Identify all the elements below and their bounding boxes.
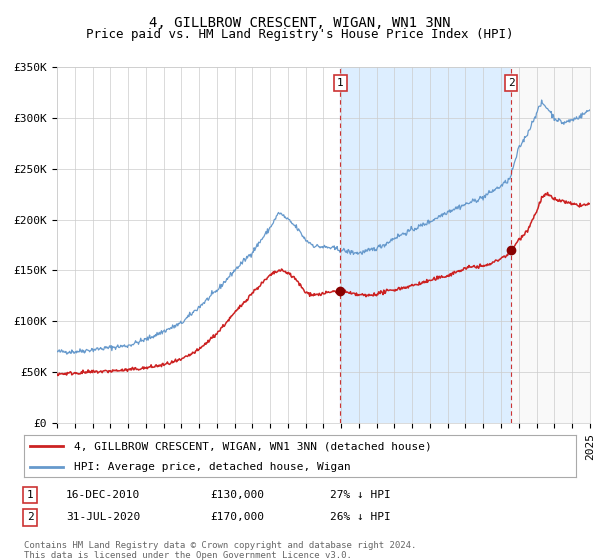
Text: 4, GILLBROW CRESCENT, WIGAN, WN1 3NN (detached house): 4, GILLBROW CRESCENT, WIGAN, WN1 3NN (de… <box>74 441 431 451</box>
Bar <box>340 67 511 423</box>
Text: Contains HM Land Registry data © Crown copyright and database right 2024.
This d: Contains HM Land Registry data © Crown c… <box>24 541 416 560</box>
Text: 2: 2 <box>26 512 34 522</box>
Text: 31-JUL-2020: 31-JUL-2020 <box>66 512 140 522</box>
Text: 26% ↓ HPI: 26% ↓ HPI <box>330 512 391 522</box>
Text: 2: 2 <box>508 78 515 88</box>
Text: Price paid vs. HM Land Registry's House Price Index (HPI): Price paid vs. HM Land Registry's House … <box>86 28 514 41</box>
Text: HPI: Average price, detached house, Wigan: HPI: Average price, detached house, Wiga… <box>74 461 350 472</box>
Text: 27% ↓ HPI: 27% ↓ HPI <box>330 490 391 500</box>
Text: 16-DEC-2010: 16-DEC-2010 <box>66 490 140 500</box>
Text: £130,000: £130,000 <box>210 490 264 500</box>
Text: £170,000: £170,000 <box>210 512 264 522</box>
Text: 4, GILLBROW CRESCENT, WIGAN, WN1 3NN: 4, GILLBROW CRESCENT, WIGAN, WN1 3NN <box>149 16 451 30</box>
Bar <box>511 67 590 423</box>
Text: 1: 1 <box>337 78 344 88</box>
Bar <box>511 67 590 423</box>
Text: 1: 1 <box>26 490 34 500</box>
